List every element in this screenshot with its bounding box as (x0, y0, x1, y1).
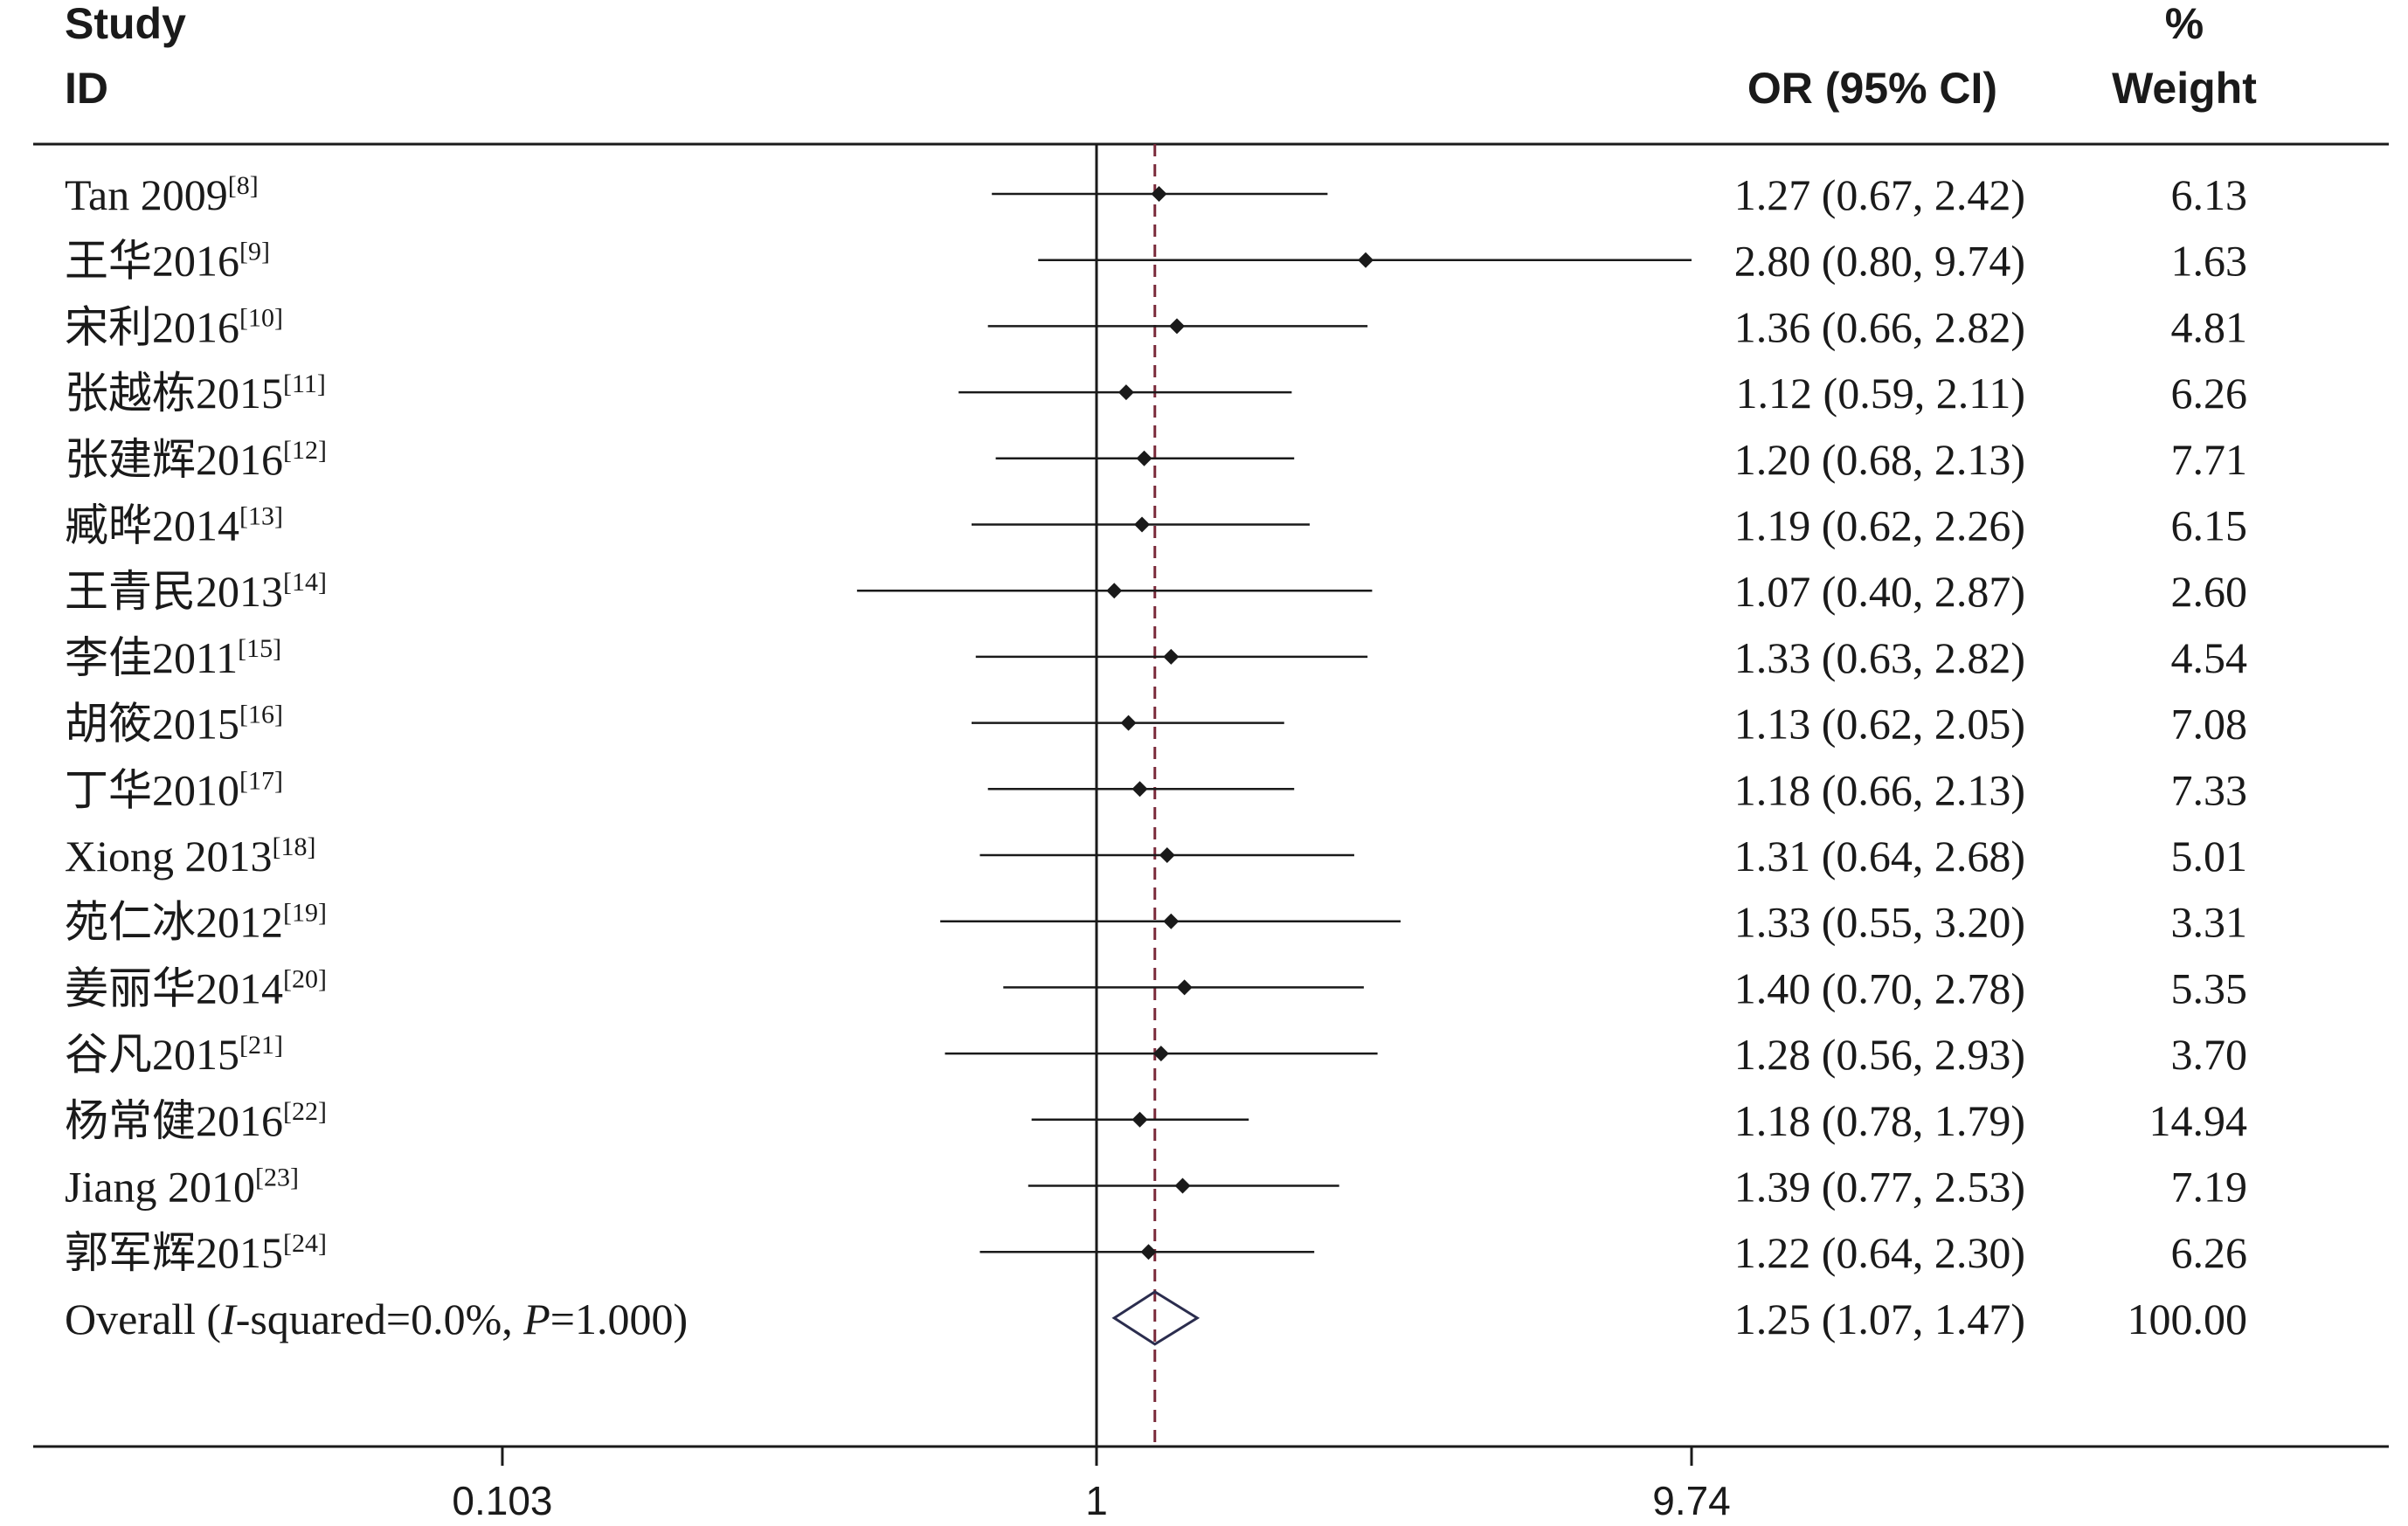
study-reference: [21] (239, 1031, 283, 1060)
header-weight: Weight (2112, 64, 2257, 113)
study-point-marker (1131, 1111, 1148, 1128)
study-reference: [17] (239, 766, 283, 795)
header-study: Study (65, 0, 186, 48)
study-weight: 6.26 (2171, 369, 2248, 418)
x-tick-label: 0.103 (452, 1478, 552, 1523)
study-label: 宋利2016[10] (65, 302, 283, 351)
study-or-ci: 1.18 (0.66, 2.13) (1734, 765, 2025, 814)
study-or-ci: 1.19 (0.62, 2.26) (1734, 501, 2025, 550)
header-or-ci: OR (95% CI) (1747, 64, 1997, 113)
study-reference: [15] (238, 634, 281, 663)
study-reference: [9] (239, 238, 270, 266)
study-point-marker (1358, 252, 1374, 268)
study-label: 苑仁冰2012[19] (65, 898, 327, 947)
study-or-ci: 1.39 (0.77, 2.53) (1734, 1163, 2025, 1212)
study-weight: 7.71 (2171, 435, 2248, 484)
study-label: Tan 2009[8] (65, 170, 259, 219)
study-point-marker (1120, 715, 1137, 731)
study-reference: [20] (283, 964, 327, 993)
study-or-ci: 1.22 (0.64, 2.30) (1734, 1228, 2025, 1277)
study-point-marker (1151, 186, 1167, 202)
study-label: Jiang 2010[23] (65, 1163, 299, 1212)
study-weight: 5.35 (2171, 963, 2248, 1012)
study-or-ci: 1.33 (0.55, 3.20) (1734, 898, 2025, 947)
overall-or-ci: 1.25 (1.07, 1.47) (1734, 1295, 2025, 1343)
study-reference: [16] (239, 701, 283, 729)
study-label: 谷凡2015[21] (65, 1030, 283, 1079)
study-weight: 4.54 (2171, 633, 2248, 682)
study-point-marker (1168, 318, 1185, 335)
study-weight: 3.31 (2171, 898, 2248, 947)
study-point-marker (1136, 450, 1152, 466)
study-or-ci: 1.31 (0.64, 2.68) (1734, 832, 2025, 880)
study-weight: 6.13 (2171, 170, 2248, 219)
study-label: 张越栋2015[11] (65, 369, 326, 418)
study-or-ci: 1.28 (0.56, 2.93) (1734, 1030, 2025, 1079)
study-point-marker (1140, 1244, 1157, 1260)
study-weight: 3.70 (2171, 1030, 2248, 1079)
study-point-marker (1106, 583, 1123, 599)
overall-weight: 100.00 (2128, 1295, 2248, 1343)
study-or-ci: 1.07 (0.40, 2.87) (1734, 567, 2025, 616)
study-point-marker (1134, 516, 1151, 533)
study-label: 张建辉2016[12] (65, 435, 327, 484)
study-reference: [10] (239, 303, 283, 332)
study-weight: 2.60 (2171, 567, 2248, 616)
study-label: 丁华2010[17] (65, 765, 283, 814)
study-reference: [24] (283, 1229, 327, 1258)
study-label: 李佳2011[15] (65, 633, 281, 682)
study-reference: [11] (283, 369, 326, 398)
study-reference: [12] (283, 436, 327, 465)
study-reference: [18] (273, 832, 316, 861)
study-or-ci: 1.36 (0.66, 2.82) (1734, 302, 2025, 351)
study-reference: [8] (228, 171, 259, 200)
study-reference: [13] (239, 502, 283, 531)
study-point-marker (1152, 1046, 1169, 1062)
study-weight: 6.26 (2171, 1228, 2248, 1277)
study-reference: [23] (255, 1163, 299, 1192)
study-or-ci: 2.80 (0.80, 9.74) (1734, 237, 2025, 286)
study-or-ci: 1.40 (0.70, 2.78) (1734, 963, 2025, 1012)
study-weight: 7.19 (2171, 1163, 2248, 1212)
study-point-marker (1118, 384, 1134, 401)
study-point-marker (1174, 1177, 1191, 1194)
study-or-ci: 1.18 (0.78, 1.79) (1734, 1096, 2025, 1145)
overall-label: Overall (I-squared=0.0%, P=1.000) (65, 1295, 688, 1343)
study-label: 杨常健2016[22] (65, 1096, 327, 1145)
study-or-ci: 1.20 (0.68, 2.13) (1734, 435, 2025, 484)
overall-diamond (1111, 1290, 1201, 1346)
study-or-ci: 1.33 (0.63, 2.82) (1734, 633, 2025, 682)
study-or-ci: 1.12 (0.59, 2.11) (1736, 369, 2025, 418)
study-label: 姜丽华2014[20] (65, 963, 327, 1012)
study-label: 王华2016[9] (65, 237, 270, 286)
study-label: Xiong 2013[18] (65, 832, 315, 880)
study-weight: 5.01 (2171, 832, 2248, 880)
study-weight: 7.08 (2171, 700, 2248, 749)
study-label: 胡筱2015[16] (65, 700, 283, 749)
x-tick-label: 1 (1085, 1478, 1108, 1523)
study-label: 臧晔2014[13] (65, 501, 283, 550)
study-reference: [19] (283, 899, 327, 928)
header-id: ID (65, 64, 108, 113)
header-percent: % (2165, 0, 2204, 48)
x-tick-label: 9.74 (1652, 1478, 1731, 1523)
study-reference: [22] (283, 1097, 327, 1126)
study-weight: 1.63 (2171, 237, 2248, 286)
study-point-marker (1176, 979, 1193, 996)
study-point-marker (1159, 847, 1175, 863)
study-weight: 14.94 (2149, 1096, 2248, 1145)
study-or-ci: 1.13 (0.62, 2.05) (1734, 700, 2025, 749)
study-label: 王青民2013[14] (65, 567, 327, 616)
study-point-marker (1163, 648, 1180, 665)
study-label: 郭军辉2015[24] (65, 1228, 327, 1277)
study-weight: 6.15 (2171, 501, 2248, 550)
study-or-ci: 1.27 (0.67, 2.42) (1734, 170, 2025, 219)
study-point-marker (1163, 913, 1180, 929)
study-weight: 7.33 (2171, 765, 2248, 814)
study-point-marker (1131, 781, 1148, 798)
study-weight: 4.81 (2171, 302, 2248, 351)
study-reference: [14] (283, 568, 327, 597)
